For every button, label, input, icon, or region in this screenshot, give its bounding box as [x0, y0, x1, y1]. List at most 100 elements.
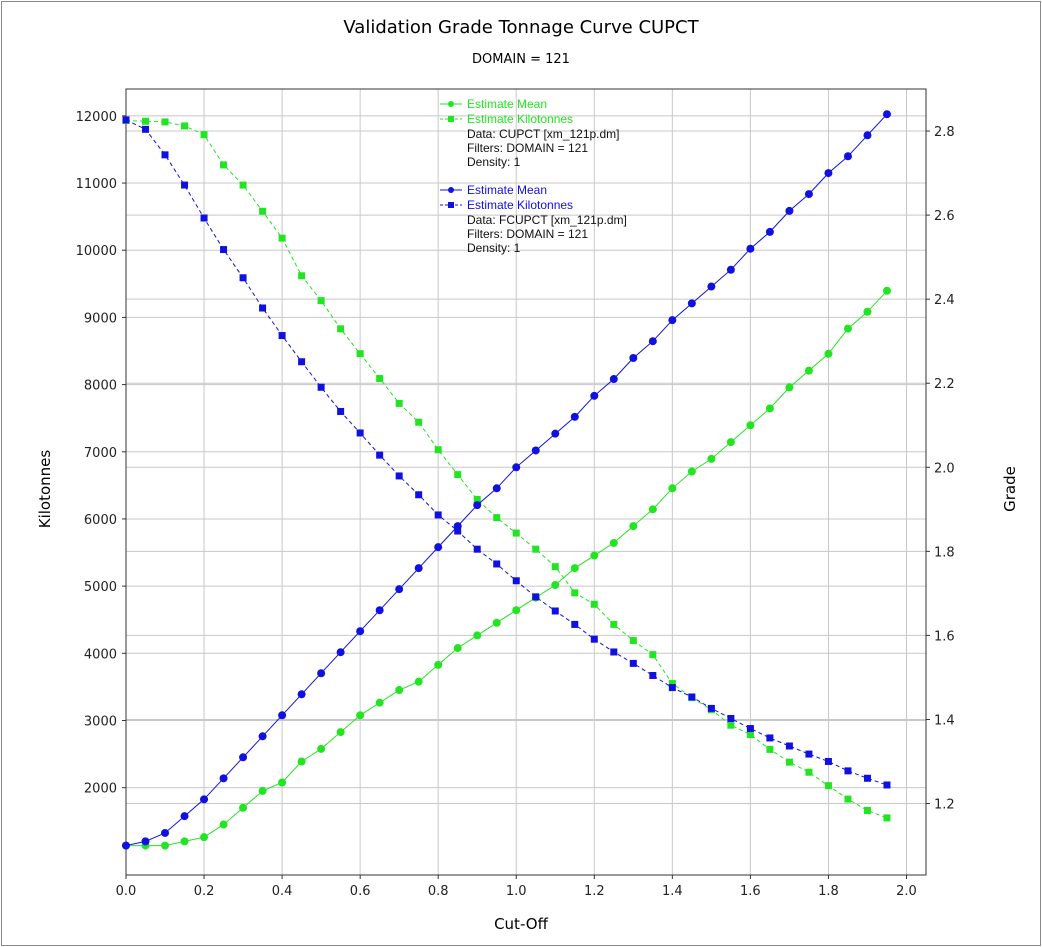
- data-point: [356, 350, 364, 358]
- x-tick-label: 0.4: [272, 884, 293, 899]
- data-point: [571, 589, 579, 597]
- data-point: [375, 698, 384, 707]
- x-axis-label: Cut-Off: [494, 915, 548, 933]
- data-point: [200, 795, 209, 804]
- data-point: [804, 366, 813, 375]
- data-point: [687, 299, 696, 308]
- data-point: [200, 833, 209, 842]
- data-point: [356, 627, 365, 636]
- data-point: [414, 564, 423, 573]
- series-line: [125, 119, 888, 786]
- x-tick-label: 0.8: [428, 884, 449, 899]
- data-point: [785, 383, 794, 392]
- data-point: [473, 495, 481, 503]
- y-left-tick-label: 3000: [84, 714, 117, 729]
- legend-kt-swatch-marker: [448, 202, 454, 208]
- data-point: [493, 514, 501, 522]
- x-axis-ticks: 0.0 0.2 0.4 0.6 0.8 1.0 1.2 1.4 1.6 1.8 2.0: [116, 875, 917, 899]
- data-point: [824, 169, 833, 178]
- data-point: [220, 246, 228, 254]
- y-left-tick-label: 8000: [84, 379, 117, 394]
- legend-filters: Filters: DOMAIN = 121: [467, 141, 588, 155]
- series-line: [125, 120, 888, 819]
- y-right-tick-label: 1.8: [934, 545, 955, 560]
- data-point: [239, 274, 247, 282]
- legend-data-source: Data: FCUPCT [xm_121p.dm]: [467, 213, 627, 227]
- data-point: [395, 585, 404, 594]
- data-point: [259, 304, 267, 312]
- data-point: [668, 684, 676, 692]
- data-point: [219, 774, 228, 783]
- y-axis-left-label: Kilotonnes: [36, 450, 54, 529]
- data-point: [590, 635, 598, 643]
- y-right-tick-label: 2.4: [934, 293, 955, 308]
- data-point: [824, 757, 832, 765]
- data-point: [317, 297, 325, 305]
- data-point: [415, 418, 423, 426]
- grid: [125, 89, 926, 875]
- series-line: [125, 113, 888, 847]
- data-point: [551, 580, 560, 589]
- chart-subtitle: DOMAIN = 121: [472, 52, 570, 67]
- data-point: [376, 375, 384, 383]
- data-point: [629, 522, 638, 531]
- x-tick-label: 0.2: [194, 884, 215, 899]
- data-point: [610, 620, 618, 628]
- data-point: [629, 354, 638, 363]
- data-point: [414, 677, 423, 686]
- data-point: [434, 511, 442, 519]
- data-point: [590, 391, 599, 400]
- data-point: [278, 332, 286, 340]
- legend-data-source: Data: CUPCT [xm_121p.dm]: [467, 127, 620, 141]
- y-left-tick-label: 2000: [84, 782, 117, 797]
- legend-kt-label: Estimate Kilotonnes: [467, 198, 573, 212]
- data-point: [882, 110, 891, 119]
- legend-mean-swatch-marker: [448, 187, 454, 193]
- y-left-tick-label: 10000: [76, 244, 117, 259]
- data-point: [317, 383, 325, 391]
- data-point: [161, 841, 170, 850]
- x-tick-label: 0.0: [116, 884, 137, 899]
- data-point: [492, 618, 501, 627]
- data-point: [512, 529, 520, 537]
- data-point: [843, 324, 852, 333]
- data-point: [493, 560, 501, 568]
- y-axis-right-ticks: 1.2 1.4 1.6 1.8 2.0 2.2 2.4 2.6 2.8: [926, 125, 955, 813]
- data-point: [843, 152, 852, 161]
- data-point: [297, 757, 306, 766]
- series-cupct-kilotonnes: [122, 117, 891, 822]
- data-point: [434, 446, 442, 454]
- data-point: [531, 446, 540, 455]
- data-point: [161, 828, 170, 837]
- series-cupct-mean: [122, 286, 891, 850]
- y-left-tick-label: 4000: [84, 647, 117, 662]
- data-point: [688, 693, 696, 701]
- y-right-tick-label: 1.6: [934, 629, 955, 644]
- data-point: [278, 711, 287, 720]
- y-right-tick-label: 2.6: [934, 209, 955, 224]
- data-point: [122, 841, 130, 850]
- data-point: [610, 648, 618, 656]
- y-left-tick-label: 12000: [76, 110, 117, 125]
- x-tick-label: 1.4: [662, 884, 683, 899]
- data-point: [356, 711, 365, 720]
- legend-kt-swatch-marker: [448, 116, 454, 122]
- data-point: [785, 758, 793, 766]
- data-point: [805, 768, 813, 776]
- data-point: [337, 325, 345, 333]
- data-point: [473, 631, 482, 640]
- data-point: [239, 181, 247, 189]
- data-point: [785, 742, 793, 750]
- data-point: [707, 704, 715, 712]
- series-line: [126, 290, 888, 847]
- data-point: [181, 181, 189, 189]
- data-point: [454, 527, 462, 535]
- data-point: [473, 501, 482, 510]
- data-point: [883, 814, 891, 822]
- x-tick-label: 1.2: [584, 884, 605, 899]
- data-point: [766, 745, 774, 753]
- y-right-tick-label: 2.2: [934, 377, 955, 392]
